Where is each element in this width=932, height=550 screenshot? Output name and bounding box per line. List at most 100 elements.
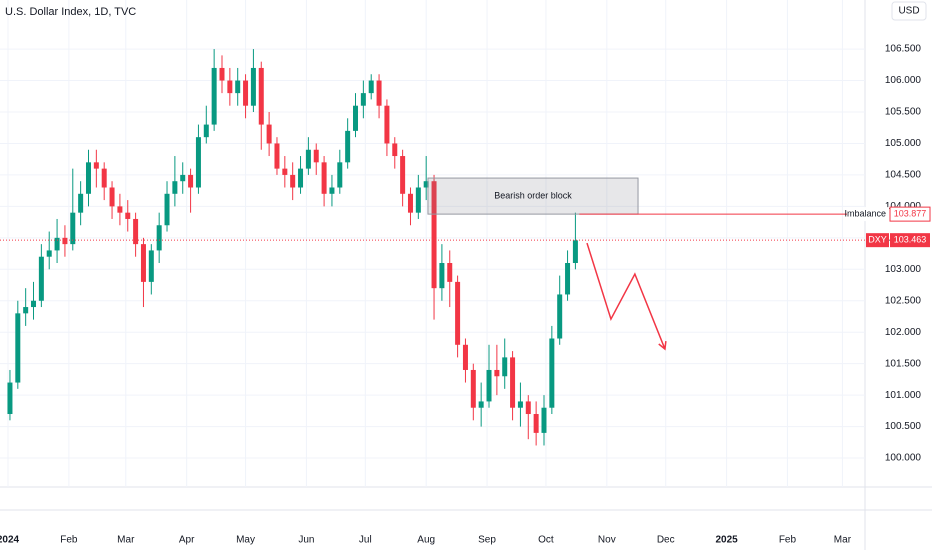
candle-body (313, 149, 319, 163)
candle-body (384, 105, 390, 144)
x-tick-label: Sep (478, 535, 496, 546)
candle-body (305, 149, 311, 169)
x-tick-label: Aug (417, 535, 435, 546)
x-tick-label: Apr (179, 535, 195, 546)
candle-body (7, 382, 13, 415)
candle-body (203, 124, 209, 138)
x-tick-label: Feb (60, 535, 78, 546)
currency-button[interactable] (891, 1, 927, 21)
y-tick-label: 103.000 (885, 264, 922, 275)
y-tick-label: 100.000 (885, 453, 922, 464)
y-tick-label: 100.500 (885, 421, 922, 432)
candle-body (211, 67, 217, 125)
candle-body (117, 206, 123, 213)
x-tick-label: Feb (779, 535, 797, 546)
candle-body (46, 250, 52, 257)
candle-body (368, 80, 374, 94)
x-tick-label: 2024 (0, 535, 20, 546)
projection-path (586, 242, 666, 350)
candle-body (101, 168, 107, 188)
symbol-tag (866, 233, 889, 248)
candle-body (486, 369, 492, 402)
x-tick-label: Jun (298, 535, 314, 546)
candle-body (172, 181, 178, 194)
x-tick-label: May (236, 535, 255, 546)
candle-body (462, 344, 468, 370)
candle-body (407, 193, 413, 213)
candle-body (376, 80, 382, 106)
candle-body (345, 130, 351, 163)
y-tick-label: 101.000 (885, 390, 922, 401)
last-price-tag (890, 233, 930, 248)
candle-body (148, 250, 154, 282)
candle-body (125, 212, 131, 219)
imbalance-price-tag (889, 206, 931, 222)
candle-body (250, 67, 256, 106)
candle-body (85, 162, 91, 194)
candle-body (93, 162, 99, 169)
y-tick-label: 106.000 (885, 75, 922, 86)
imbalance-price: 103.877 (894, 208, 927, 218)
currency[interactable]: USD (898, 6, 919, 17)
x-tick-label: Mar (834, 535, 852, 546)
y-tick-label: 106.500 (885, 44, 922, 55)
y-tick-label: 101.500 (885, 358, 922, 369)
candle-body (140, 244, 146, 282)
candle-body (337, 162, 343, 188)
y-tick-label: 102.500 (885, 295, 922, 306)
plot-area (0, 0, 865, 487)
candle-body (70, 212, 76, 245)
candle-body (195, 137, 201, 188)
order-block-label: Bearish order block (494, 190, 572, 200)
y-tick-label: 105.000 (885, 138, 922, 149)
candle-body (227, 80, 233, 94)
candle-body (133, 218, 139, 245)
candle-body (400, 156, 406, 194)
candle-body (423, 181, 429, 188)
candle-body (415, 187, 421, 213)
x-tick-label: Oct (538, 535, 554, 546)
candle-body (78, 193, 84, 213)
y-tick-label: 104.000 (885, 201, 922, 212)
candle-body (494, 369, 500, 377)
candle-body (329, 187, 335, 194)
candle-body (565, 263, 571, 295)
candle-body (431, 181, 437, 289)
y-tick-label: 105.500 (885, 107, 922, 118)
candle-body (219, 67, 225, 81)
x-tick-label: Mar (117, 535, 135, 546)
candle-body (156, 225, 162, 251)
candle-body (470, 369, 476, 408)
candle-body (109, 187, 115, 207)
candle-body (517, 401, 523, 408)
candle-body (439, 263, 445, 289)
candle-body (447, 263, 453, 282)
x-tick-label: Jul (359, 535, 372, 546)
candle-body (62, 237, 68, 245)
candle-body (392, 143, 398, 157)
candle-body (502, 357, 508, 377)
candle-body (31, 300, 37, 308)
candle-body (235, 80, 241, 94)
candle-body (38, 256, 44, 301)
candle-body (557, 294, 563, 339)
chart-title: U.S. Dollar Index, 1D, TVC (5, 6, 136, 18)
candle-body (525, 401, 531, 415)
candle-body (510, 357, 516, 408)
imbalance-label: Imbalance (844, 208, 886, 218)
candle-body (258, 67, 264, 125)
candle-body (180, 174, 186, 182)
candle-body (54, 237, 60, 251)
candle-body (282, 168, 288, 175)
candle-body (23, 307, 29, 314)
candle-body (478, 401, 484, 408)
candle-body (455, 281, 461, 345)
candle-body (298, 168, 304, 188)
candle-body (15, 313, 21, 383)
candle-body (243, 80, 249, 106)
candle-body (549, 338, 555, 408)
candle-body (266, 124, 272, 144)
candle-body (360, 93, 366, 106)
